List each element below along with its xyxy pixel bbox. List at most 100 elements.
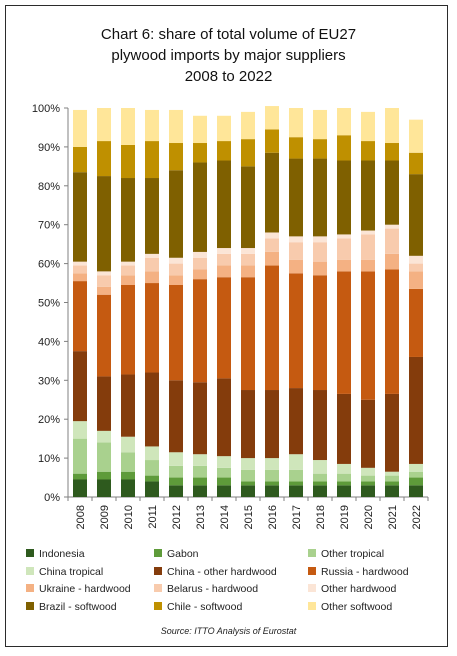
x-tick-label: 2016 xyxy=(267,505,279,529)
bar-segment-other-softwood-2012 xyxy=(169,109,183,144)
bar-segment-brazil-softwood-2015 xyxy=(241,166,255,249)
bar-segment-other-tropical-2008 xyxy=(73,438,87,474)
bar-segment-chile-softwood-2022 xyxy=(409,152,423,175)
bar-segment-ukraine-hardwood-2011 xyxy=(145,271,159,284)
x-tick-label: 2021 xyxy=(387,505,399,529)
y-tick-label: 50% xyxy=(38,298,60,310)
bar-segment-chile-softwood-2016 xyxy=(265,129,279,153)
bar-segment-belarus-hardwood-2021 xyxy=(385,228,399,254)
bar-segment-other-softwood-2019 xyxy=(337,108,351,136)
bar-segment-brazil-softwood-2020 xyxy=(361,160,375,231)
bar-segment-china-other-hardwood-2022 xyxy=(409,356,423,464)
bar-segment-china-other-hardwood-2008 xyxy=(73,351,87,422)
bar-segment-china-tropical-2021 xyxy=(385,471,399,476)
x-tick-label: 2017 xyxy=(291,505,303,529)
chart-title-line-1: Chart 6: share of total volume of EU27 xyxy=(100,26,357,43)
y-tick-label: 60% xyxy=(38,259,60,271)
x-tick-label: 2020 xyxy=(363,505,375,529)
legend-swatch xyxy=(308,549,316,557)
bar-segment-ukraine-hardwood-2020 xyxy=(361,259,375,272)
legend-label: Gabon xyxy=(167,548,199,560)
bar-segment-chile-softwood-2010 xyxy=(121,144,135,179)
bar-segment-ukraine-hardwood-2019 xyxy=(337,259,351,272)
bar-segment-chile-softwood-2017 xyxy=(289,137,303,159)
legend-item: Russia - hardwood xyxy=(308,566,409,578)
chart-title-line-2: plywood imports by major suppliers xyxy=(111,47,346,64)
bar-segment-other-softwood-2021 xyxy=(385,108,399,144)
legend-swatch xyxy=(154,584,162,592)
bar-segment-other-tropical-2009 xyxy=(97,442,111,472)
bar-segment-russia-hardwood-2021 xyxy=(385,269,399,394)
bar-segment-brazil-softwood-2018 xyxy=(313,158,327,237)
legend-item: Brazil - softwood xyxy=(26,601,117,613)
bar-segment-chile-softwood-2019 xyxy=(337,135,351,161)
legend-item: Other hardwood xyxy=(308,583,396,595)
bar-segment-other-hardwood-2011 xyxy=(145,253,159,258)
x-tick-label: 2008 xyxy=(75,505,87,529)
bar-segment-china-tropical-2019 xyxy=(337,463,351,474)
bar-segment-indonesia-2008 xyxy=(73,479,87,497)
legend-item: Indonesia xyxy=(26,548,85,560)
bar-segment-other-hardwood-2018 xyxy=(313,236,327,243)
bar-segment-gabon-2012 xyxy=(169,477,183,486)
bar-segment-russia-hardwood-2010 xyxy=(121,284,135,375)
y-tick-label: 100% xyxy=(32,103,60,115)
bar-segment-other-hardwood-2010 xyxy=(121,261,135,266)
legend-label: Chile - softwood xyxy=(167,600,243,613)
bar-segment-gabon-2009 xyxy=(97,471,111,480)
bar-segment-russia-hardwood-2017 xyxy=(289,273,303,389)
bar-segment-gabon-2010 xyxy=(121,471,135,480)
bar-segment-gabon-2011 xyxy=(145,475,159,482)
bar-segment-gabon-2018 xyxy=(313,481,327,486)
bar-segment-other-tropical-2020 xyxy=(361,475,375,482)
bar-segment-indonesia-2021 xyxy=(385,485,399,497)
bar-segment-brazil-softwood-2017 xyxy=(289,158,303,237)
bar-segment-brazil-softwood-2009 xyxy=(97,176,111,272)
bar-segment-gabon-2019 xyxy=(337,481,351,486)
bar-segment-other-hardwood-2022 xyxy=(409,255,423,264)
bar-segment-belarus-hardwood-2019 xyxy=(337,238,351,260)
legend-label: Other hardwood xyxy=(321,583,397,595)
bar-segment-other-hardwood-2008 xyxy=(73,261,87,266)
bar-segment-other-tropical-2017 xyxy=(289,469,303,482)
bar-segment-brazil-softwood-2014 xyxy=(217,160,231,249)
bar-segment-china-other-hardwood-2020 xyxy=(361,399,375,468)
x-tick-label: 2015 xyxy=(243,505,255,529)
bar-segment-ukraine-hardwood-2013 xyxy=(193,269,207,280)
bar-segment-indonesia-2011 xyxy=(145,481,159,497)
bar-segment-indonesia-2010 xyxy=(121,479,135,497)
bar-segment-other-softwood-2015 xyxy=(241,111,255,140)
bar-segment-russia-hardwood-2011 xyxy=(145,283,159,373)
bar-segment-china-other-hardwood-2018 xyxy=(313,390,327,461)
bar-segment-chile-softwood-2021 xyxy=(385,143,399,161)
legend-swatch xyxy=(308,601,316,610)
legend-item: Other tropical xyxy=(308,548,384,560)
y-tick-label: 80% xyxy=(38,181,60,193)
y-tick-label: 10% xyxy=(38,453,60,465)
bar-segment-indonesia-2012 xyxy=(169,485,183,497)
bar-segment-belarus-hardwood-2018 xyxy=(313,242,327,262)
legend-item: Gabon xyxy=(154,548,199,560)
bar-segment-belarus-hardwood-2022 xyxy=(409,263,423,272)
bar-segment-russia-hardwood-2018 xyxy=(313,275,327,391)
bar-segment-gabon-2022 xyxy=(409,477,423,486)
bar-segment-china-tropical-2011 xyxy=(145,446,159,461)
y-tick-label: 70% xyxy=(38,220,60,232)
bar-segment-china-tropical-2009 xyxy=(97,430,111,443)
legend-item: Ukraine - hardwood xyxy=(26,583,131,595)
legend-item: China tropical xyxy=(26,566,103,578)
bar-segment-chile-softwood-2018 xyxy=(313,139,327,159)
bar-segment-ukraine-hardwood-2022 xyxy=(409,271,423,289)
bar-segment-other-hardwood-2013 xyxy=(193,251,207,258)
bar-segment-ukraine-hardwood-2014 xyxy=(217,265,231,278)
bar-segment-other-softwood-2017 xyxy=(289,108,303,138)
bar-segment-other-softwood-2013 xyxy=(193,115,207,144)
bar-segment-indonesia-2014 xyxy=(217,485,231,497)
bar-segment-belarus-hardwood-2008 xyxy=(73,265,87,274)
legend-item: Belarus - hardwood xyxy=(154,583,258,595)
bar-segment-belarus-hardwood-2010 xyxy=(121,265,135,276)
bar-segment-indonesia-2017 xyxy=(289,485,303,497)
bar-segment-china-tropical-2022 xyxy=(409,463,423,472)
y-tick-label: 40% xyxy=(38,336,60,348)
